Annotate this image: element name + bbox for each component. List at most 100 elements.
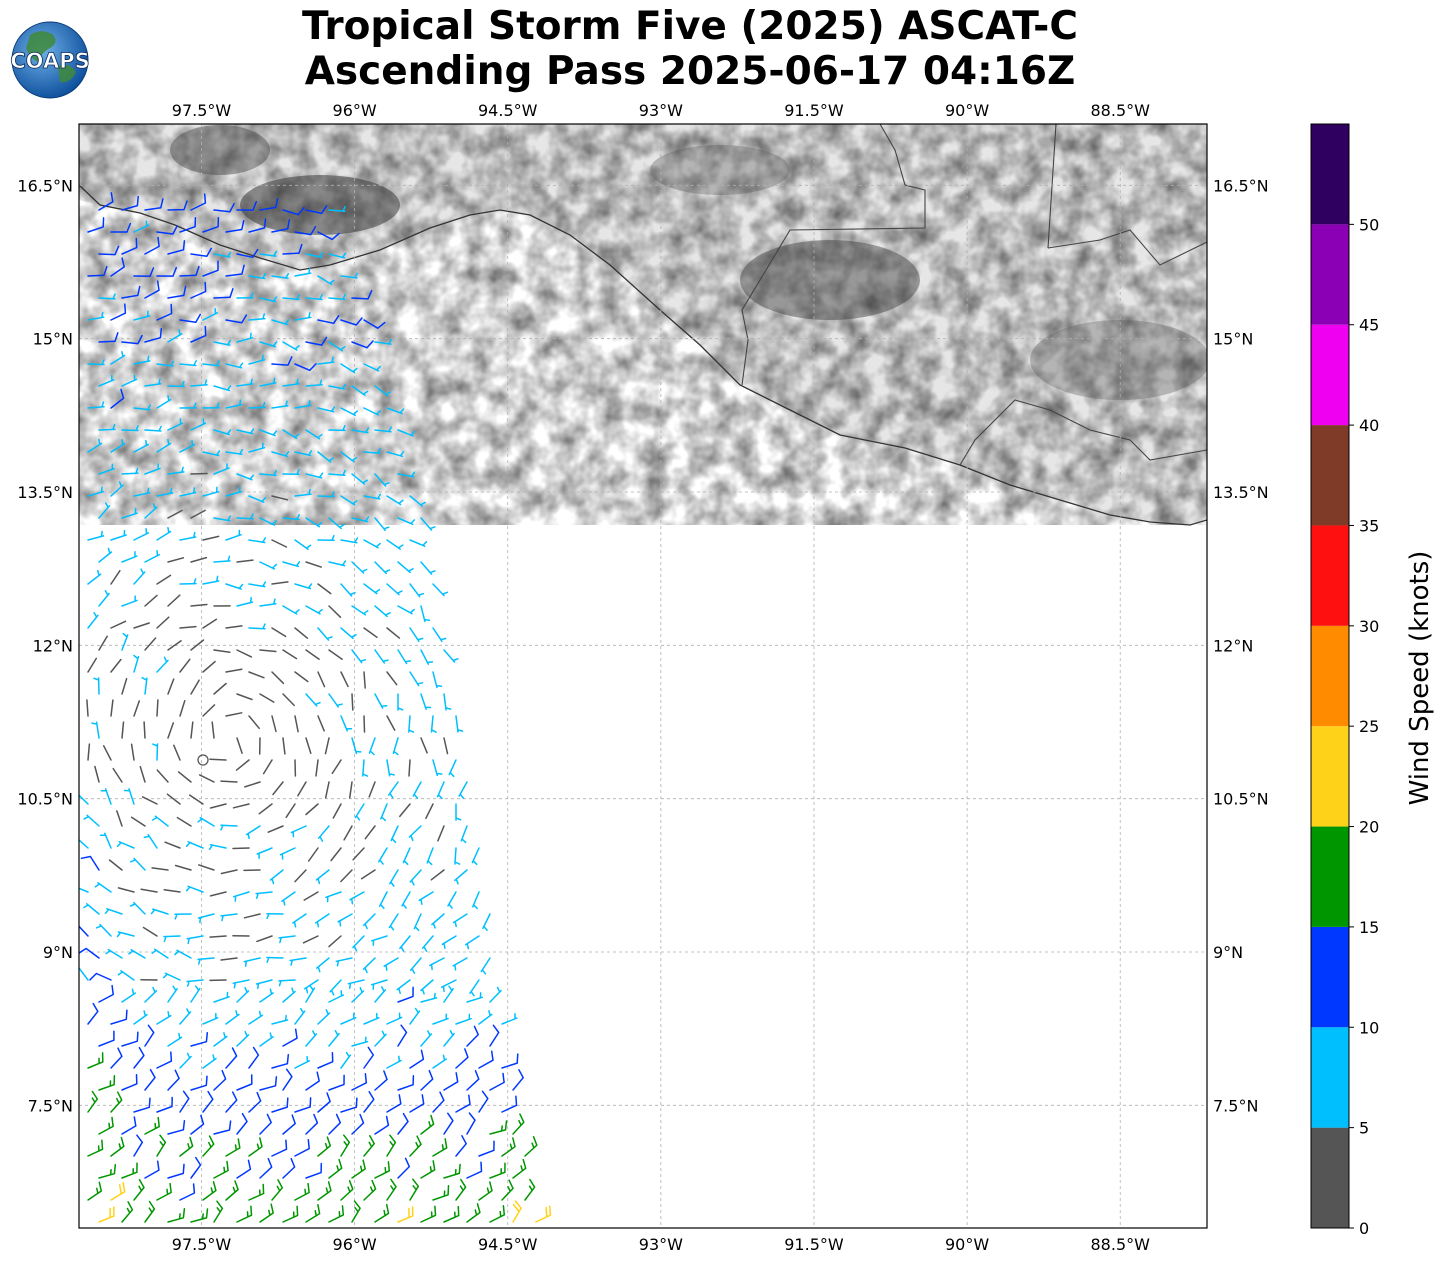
- wind-barb: [458, 781, 468, 799]
- wind-barb: [332, 803, 342, 819]
- wind-barb: [225, 1091, 238, 1113]
- wind-barb: [472, 891, 480, 910]
- colorbar-tick-label: 0: [1359, 1219, 1369, 1238]
- wind-barb: [437, 825, 445, 842]
- wind-barb: [121, 551, 138, 563]
- wind-barb: [272, 781, 284, 796]
- wind-barb: [144, 280, 160, 299]
- wind-barb: [99, 832, 112, 849]
- wind-barb: [340, 272, 359, 279]
- wind-barb: [167, 722, 175, 739]
- wind-barb: [248, 1137, 263, 1157]
- colorbar-tick-label: 45: [1359, 316, 1379, 335]
- wind-barb: [340, 1012, 357, 1025]
- wind-barb: [110, 222, 132, 233]
- wind-barb: [305, 561, 322, 568]
- wind-barb: [162, 972, 181, 981]
- wind-barb: [383, 957, 399, 971]
- wind-barb: [185, 885, 204, 893]
- wind-barb: [248, 401, 266, 409]
- wind-barb: [271, 671, 285, 685]
- wind-barb: [190, 556, 208, 563]
- wind-barb: [396, 979, 411, 995]
- wind-barb: [236, 737, 243, 754]
- wind-barb: [87, 438, 103, 453]
- wind-barb: [133, 622, 150, 629]
- colorbar-tick-label: 30: [1359, 617, 1379, 636]
- wind-barb: [98, 984, 114, 1003]
- wind-barb: [121, 237, 138, 255]
- wind-barb: [232, 979, 250, 989]
- wind-barb: [190, 193, 207, 211]
- wind-barb: [317, 627, 333, 641]
- wind-barb: [198, 774, 215, 783]
- wind-barb: [430, 869, 445, 881]
- wind-barb: [150, 908, 169, 915]
- wind-barb: [213, 1069, 227, 1091]
- wind-barb: [271, 1139, 288, 1157]
- wind-barb: [110, 1009, 128, 1025]
- wind-barb: [351, 561, 368, 574]
- wind-barb: [340, 317, 363, 326]
- wind-barb: [213, 202, 235, 213]
- wind-barb: [285, 803, 296, 819]
- wind-barb: [454, 847, 461, 865]
- wind-barb: [98, 502, 111, 519]
- wind-barb: [412, 781, 422, 799]
- wind-barb: [362, 759, 369, 777]
- wind-barb: [386, 759, 395, 777]
- wind-barb: [248, 623, 266, 630]
- wind-barb: [478, 1140, 495, 1157]
- wind-barb: [317, 1051, 334, 1069]
- wind-barb: [447, 891, 457, 909]
- wind-barb: [349, 891, 365, 905]
- wind-barb: [340, 583, 356, 597]
- wind-barb: [121, 1074, 138, 1091]
- wind-barb: [121, 1031, 139, 1047]
- wind-barb: [466, 1161, 483, 1179]
- wind-barb: [271, 1097, 289, 1113]
- wind-barb: [248, 442, 266, 453]
- wind-barb: [213, 555, 231, 563]
- wind-barb: [305, 1030, 318, 1047]
- wind-barb: [151, 948, 169, 959]
- wind-barb: [294, 1007, 306, 1025]
- wind-barb: [133, 267, 155, 278]
- wind-barb: [133, 220, 150, 233]
- wind-barb: [87, 1181, 103, 1201]
- wind-barb: [144, 503, 158, 519]
- wind-barb: [378, 847, 388, 865]
- wind-barb: [386, 583, 403, 596]
- wind-barb: [386, 715, 396, 731]
- lat-tick-label: 12°N: [1213, 636, 1253, 655]
- wind-barb: [167, 1163, 185, 1179]
- wind-barb: [105, 948, 123, 959]
- wind-barb: [121, 988, 137, 1003]
- wind-barb: [363, 671, 366, 689]
- wind-barb: [397, 1024, 408, 1047]
- wind-barb: [133, 1010, 148, 1025]
- lon-tick-label: 96°W: [333, 101, 377, 120]
- wind-barb: [87, 657, 98, 673]
- wind-barb: [420, 1069, 434, 1091]
- wind-barb: [167, 985, 178, 1003]
- wind-barb: [98, 332, 119, 343]
- wind-barb: [156, 616, 170, 629]
- wind-barb: [432, 1054, 448, 1069]
- wind-barb: [236, 332, 254, 343]
- wind-barb: [179, 313, 202, 324]
- wind-barb: [305, 985, 316, 1003]
- wind-barb: [225, 625, 243, 629]
- wind-barb: [271, 627, 287, 638]
- wind-barb: [232, 891, 250, 902]
- wind-barb: [202, 1090, 214, 1113]
- wind-barb: [140, 888, 158, 893]
- wind-barb: [262, 759, 273, 775]
- wind-barb: [156, 487, 174, 497]
- wind-barb: [448, 759, 457, 778]
- wind-barb: [185, 841, 204, 849]
- wind-barb: [258, 803, 273, 815]
- wind-barb: [340, 1051, 352, 1069]
- wind-barb: [110, 1047, 123, 1069]
- wind-barb: [307, 847, 319, 862]
